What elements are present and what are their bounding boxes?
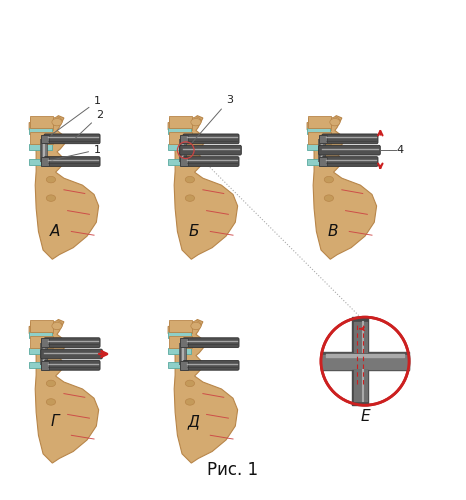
FancyBboxPatch shape	[169, 322, 192, 334]
Text: Б: Б	[188, 224, 199, 239]
FancyBboxPatch shape	[44, 360, 100, 370]
Text: 1: 1	[51, 96, 101, 135]
FancyBboxPatch shape	[183, 134, 239, 143]
Ellipse shape	[52, 118, 62, 126]
Polygon shape	[29, 116, 99, 260]
Text: В: В	[327, 224, 338, 239]
FancyBboxPatch shape	[41, 361, 49, 370]
FancyBboxPatch shape	[29, 362, 52, 368]
Ellipse shape	[46, 398, 55, 405]
Ellipse shape	[46, 195, 55, 202]
Ellipse shape	[191, 338, 201, 345]
Ellipse shape	[191, 321, 201, 329]
FancyBboxPatch shape	[44, 338, 100, 347]
FancyBboxPatch shape	[322, 134, 378, 143]
Ellipse shape	[191, 322, 201, 330]
FancyBboxPatch shape	[180, 158, 188, 166]
FancyBboxPatch shape	[183, 156, 239, 166]
Polygon shape	[168, 116, 238, 260]
FancyBboxPatch shape	[168, 332, 192, 338]
Text: Е: Е	[360, 410, 370, 424]
FancyBboxPatch shape	[41, 134, 49, 143]
Ellipse shape	[324, 195, 334, 202]
Text: Рис. 1: Рис. 1	[207, 461, 259, 479]
Ellipse shape	[330, 134, 340, 141]
FancyBboxPatch shape	[30, 322, 53, 334]
FancyBboxPatch shape	[168, 362, 192, 368]
FancyBboxPatch shape	[30, 116, 53, 128]
FancyBboxPatch shape	[308, 116, 331, 128]
Ellipse shape	[52, 117, 62, 126]
FancyBboxPatch shape	[307, 158, 330, 164]
FancyBboxPatch shape	[41, 338, 49, 347]
FancyBboxPatch shape	[169, 320, 192, 332]
FancyBboxPatch shape	[169, 118, 192, 130]
FancyBboxPatch shape	[30, 336, 53, 347]
Ellipse shape	[52, 322, 62, 330]
FancyBboxPatch shape	[183, 360, 239, 370]
Text: 4: 4	[397, 145, 404, 155]
FancyBboxPatch shape	[29, 128, 52, 134]
Ellipse shape	[185, 398, 194, 405]
FancyBboxPatch shape	[29, 348, 52, 354]
Text: 1: 1	[52, 144, 101, 160]
FancyBboxPatch shape	[180, 134, 188, 143]
FancyBboxPatch shape	[168, 158, 192, 164]
Ellipse shape	[324, 176, 334, 183]
FancyBboxPatch shape	[168, 348, 192, 354]
Text: Д: Д	[188, 414, 199, 429]
Ellipse shape	[46, 380, 55, 386]
FancyBboxPatch shape	[322, 156, 378, 166]
FancyBboxPatch shape	[44, 134, 100, 143]
Ellipse shape	[52, 321, 62, 329]
FancyBboxPatch shape	[169, 116, 192, 128]
FancyBboxPatch shape	[307, 128, 330, 134]
Text: 2: 2	[75, 110, 103, 138]
Text: А: А	[49, 224, 60, 239]
Polygon shape	[29, 320, 99, 463]
FancyBboxPatch shape	[168, 144, 192, 150]
FancyBboxPatch shape	[30, 118, 53, 130]
Polygon shape	[168, 320, 238, 463]
Ellipse shape	[191, 117, 201, 126]
Ellipse shape	[46, 176, 55, 183]
FancyBboxPatch shape	[180, 338, 188, 347]
FancyBboxPatch shape	[30, 132, 53, 143]
FancyBboxPatch shape	[41, 158, 49, 166]
FancyBboxPatch shape	[29, 332, 52, 338]
FancyBboxPatch shape	[319, 146, 380, 155]
Text: Г: Г	[50, 414, 59, 429]
FancyBboxPatch shape	[308, 132, 331, 143]
FancyBboxPatch shape	[169, 336, 192, 347]
Ellipse shape	[52, 134, 62, 141]
Ellipse shape	[330, 117, 340, 126]
FancyBboxPatch shape	[308, 118, 331, 130]
Ellipse shape	[185, 380, 194, 386]
Ellipse shape	[191, 134, 201, 141]
FancyBboxPatch shape	[29, 158, 52, 164]
FancyBboxPatch shape	[319, 158, 327, 166]
FancyBboxPatch shape	[168, 128, 192, 134]
FancyBboxPatch shape	[44, 156, 100, 166]
Ellipse shape	[191, 118, 201, 126]
Ellipse shape	[52, 338, 62, 345]
FancyBboxPatch shape	[29, 144, 52, 150]
FancyBboxPatch shape	[180, 146, 241, 155]
FancyBboxPatch shape	[30, 320, 53, 332]
FancyBboxPatch shape	[319, 134, 327, 143]
FancyBboxPatch shape	[183, 338, 239, 347]
FancyBboxPatch shape	[41, 349, 103, 359]
FancyBboxPatch shape	[180, 361, 188, 370]
Polygon shape	[307, 116, 377, 260]
Ellipse shape	[185, 176, 194, 183]
FancyBboxPatch shape	[307, 144, 330, 150]
Ellipse shape	[185, 195, 194, 202]
FancyBboxPatch shape	[169, 132, 192, 143]
Text: 3: 3	[192, 94, 233, 142]
Circle shape	[321, 317, 409, 405]
Ellipse shape	[330, 118, 340, 126]
